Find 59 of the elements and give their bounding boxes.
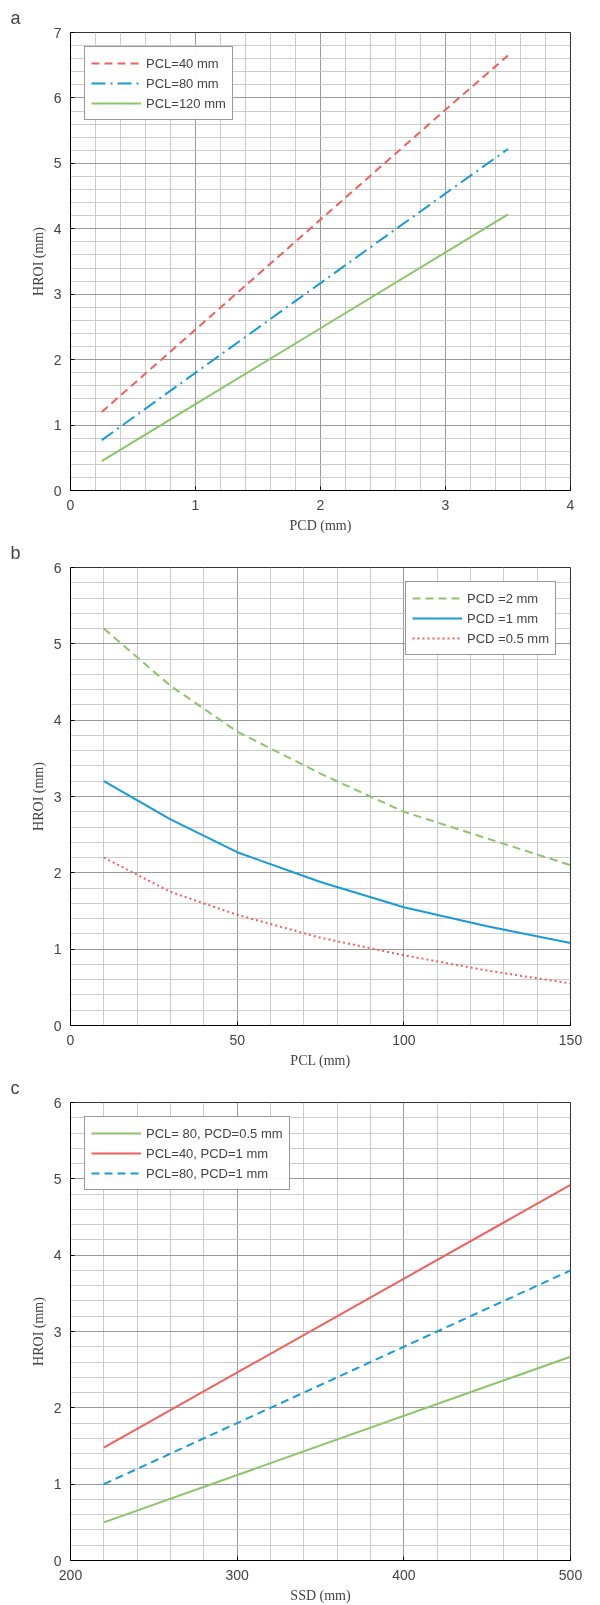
y-tick-label: 6 — [53, 1094, 62, 1111]
x-tick-label: 200 — [58, 1566, 83, 1583]
chart-title: c — [10, 1077, 20, 1098]
x-axis-title: PCL (mm) — [290, 1052, 351, 1069]
y-tick-label: 3 — [53, 788, 62, 805]
y-tick-label: 1 — [53, 417, 62, 434]
x-tick-label: 500 — [558, 1566, 583, 1583]
x-tick-label: 1 — [191, 496, 200, 513]
legend-label: PCD =0.5 mm — [467, 630, 549, 646]
y-tick-label: 6 — [53, 559, 62, 576]
y-tick-label: 2 — [53, 1399, 62, 1416]
y-tick-label: 5 — [53, 635, 62, 652]
x-axis-title: PCD (mm) — [289, 517, 352, 534]
legend-label: PCL=80, PCD=1 mm — [146, 1165, 269, 1181]
y-tick-label: 1 — [53, 941, 62, 958]
chart-title: a — [10, 7, 22, 28]
y-tick-label: 6 — [53, 89, 62, 106]
y-tick-label: 4 — [53, 712, 62, 729]
x-tick-label: 0 — [66, 1031, 75, 1048]
y-axis-title: HROI (mm) — [30, 1296, 47, 1366]
line-series — [100, 147, 509, 442]
x-tick-label: 100 — [392, 1031, 416, 1048]
x-tick-label: 150 — [558, 1031, 583, 1048]
x-axis-title: SSD (mm) — [290, 1587, 351, 1604]
y-tick-label: 0 — [53, 1017, 62, 1034]
y-tick-label: 4 — [53, 220, 62, 237]
x-tick-label: 2 — [316, 496, 325, 513]
y-tick-label: 4 — [53, 1247, 62, 1264]
x-tick-label: 0 — [66, 496, 75, 513]
legend-label: PCL=120 mm — [146, 95, 226, 111]
x-tick-label: 400 — [392, 1566, 416, 1583]
line-series — [100, 54, 509, 413]
legend-label: PCL=40, PCD=1 mm — [146, 1145, 269, 1161]
line-series — [102, 780, 571, 945]
legend-label: PCL= 80, PCD=0.5 mm — [146, 1125, 283, 1141]
line-series — [100, 213, 509, 463]
legend-label: PCL=40 mm — [146, 55, 219, 71]
y-tick-label: 2 — [53, 351, 62, 368]
y-axis-title: HROI (mm) — [30, 761, 47, 831]
x-tick-label: 4 — [566, 496, 575, 513]
chart-title: b — [10, 542, 21, 563]
y-tick-label: 5 — [53, 1170, 62, 1187]
x-tick-label: 3 — [441, 496, 450, 513]
legend-label: PCD =1 mm — [467, 610, 539, 626]
y-tick-label: 0 — [53, 482, 62, 499]
line-series — [102, 627, 571, 867]
line-series — [102, 856, 571, 985]
y-tick-label: 3 — [53, 286, 62, 303]
y-tick-label: 1 — [53, 1476, 62, 1493]
y-tick-label: 0 — [53, 1552, 62, 1569]
y-tick-label: 2 — [53, 864, 62, 881]
x-tick-label: 300 — [225, 1566, 250, 1583]
y-tick-label: 7 — [53, 24, 62, 41]
x-tick-label: 50 — [229, 1031, 246, 1048]
y-axis-title: HROI (mm) — [30, 226, 47, 296]
y-tick-label: 3 — [53, 1323, 62, 1340]
legend-label: PCD =2 mm — [467, 590, 539, 606]
y-tick-label: 5 — [53, 155, 62, 172]
legend-label: PCL=80 mm — [146, 75, 219, 91]
